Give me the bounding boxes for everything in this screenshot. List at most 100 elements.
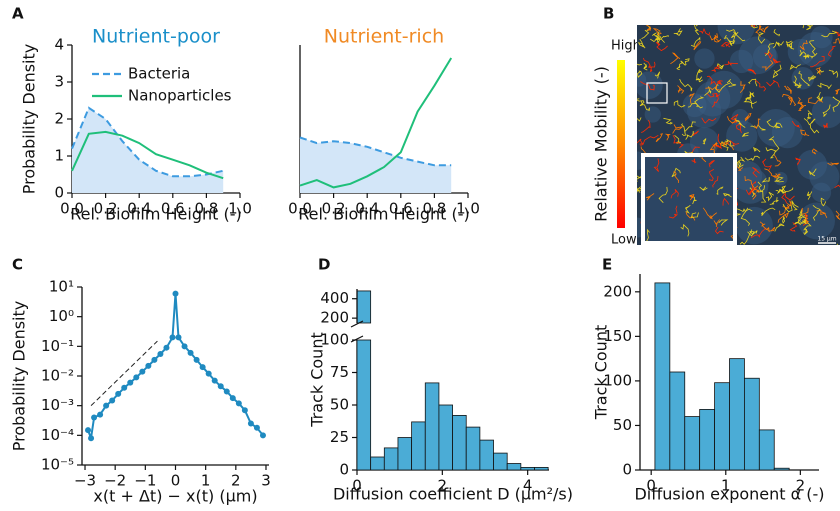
y-tick-label: 1 bbox=[54, 147, 64, 165]
y-tick-label: 10⁻⁵ bbox=[41, 456, 74, 474]
point bbox=[194, 357, 200, 363]
point bbox=[224, 389, 230, 395]
point bbox=[127, 380, 133, 386]
bar bbox=[759, 430, 774, 470]
cell-blob bbox=[694, 48, 714, 68]
y-tick-label: 3 bbox=[54, 73, 64, 91]
y-tick-label: 400 bbox=[320, 289, 349, 307]
point bbox=[176, 334, 182, 340]
y-tick-label: 0 bbox=[339, 461, 349, 479]
x-tick-label: 0.0 bbox=[288, 200, 312, 218]
y-tick-label: 100 bbox=[320, 331, 349, 349]
point bbox=[121, 385, 127, 391]
bar bbox=[670, 372, 685, 470]
y-axis-label: Probability Density bbox=[10, 301, 29, 452]
legend-label: Nanoparticles bbox=[128, 87, 232, 105]
cell-blob bbox=[645, 106, 661, 122]
x-tick-label: 1 bbox=[201, 472, 211, 490]
point bbox=[242, 407, 248, 413]
x-tick-label: 0.8 bbox=[194, 200, 218, 218]
bar bbox=[521, 467, 535, 470]
x-tick-label: 0 bbox=[646, 477, 656, 495]
legend-label: Bacteria bbox=[128, 65, 190, 83]
point bbox=[200, 364, 206, 370]
point bbox=[109, 397, 115, 403]
bar bbox=[655, 283, 670, 470]
bar bbox=[534, 467, 548, 470]
point bbox=[157, 351, 163, 357]
bar bbox=[480, 440, 494, 470]
x-tick-label: 0.4 bbox=[355, 200, 379, 218]
y-axis-label: Probability Density bbox=[20, 44, 39, 195]
x-tick-label: 1 bbox=[721, 477, 731, 495]
bar bbox=[685, 417, 700, 470]
point bbox=[218, 383, 224, 389]
x-tick-label: 2 bbox=[796, 477, 806, 495]
panel-letter: E bbox=[602, 256, 612, 274]
point bbox=[85, 427, 91, 433]
point bbox=[88, 435, 94, 441]
panel-letter: B bbox=[603, 5, 614, 23]
x-tick-label: 4 bbox=[523, 477, 533, 495]
bar bbox=[439, 405, 453, 470]
y-tick-label: 10⁻² bbox=[41, 367, 74, 385]
point bbox=[133, 374, 139, 380]
point bbox=[182, 343, 188, 349]
x-tick-label: 0 bbox=[171, 472, 181, 490]
point bbox=[173, 291, 179, 297]
x-tick-label: −2 bbox=[104, 472, 126, 490]
y-tick-label: 200 bbox=[603, 282, 632, 300]
bar bbox=[357, 340, 371, 470]
point bbox=[97, 412, 103, 418]
x-tick-label: 0 bbox=[352, 477, 362, 495]
y-tick-label: 50 bbox=[613, 416, 632, 434]
x-tick-label: −1 bbox=[134, 472, 156, 490]
x-tick-label: 0.4 bbox=[127, 200, 151, 218]
bar bbox=[453, 415, 467, 470]
y-tick-label: 10⁻¹ bbox=[41, 337, 74, 355]
y-tick-label: 200 bbox=[320, 309, 349, 327]
point bbox=[212, 378, 218, 384]
panel-letter: C bbox=[12, 256, 23, 274]
y-tick-label: 4 bbox=[54, 36, 64, 54]
bar bbox=[507, 464, 521, 471]
point bbox=[91, 414, 97, 420]
x-tick-label: 0.6 bbox=[389, 200, 413, 218]
y-tick-label: 150 bbox=[603, 327, 632, 345]
point bbox=[230, 395, 236, 401]
y-tick-label: 25 bbox=[330, 428, 349, 446]
cell-blob bbox=[772, 117, 803, 148]
y-tick-label: 0 bbox=[54, 184, 64, 202]
y-tick-label: 75 bbox=[330, 363, 349, 381]
cell-blob bbox=[718, 7, 756, 45]
x-tick-label: 1.0 bbox=[228, 200, 252, 218]
point bbox=[163, 345, 169, 351]
bar bbox=[371, 457, 385, 470]
y-tick-label: 10⁰ bbox=[49, 307, 74, 325]
x-tick-label: −3 bbox=[74, 472, 96, 490]
y-tick-label: 0 bbox=[622, 461, 632, 479]
colorbar bbox=[617, 60, 625, 228]
point bbox=[206, 371, 212, 377]
x-tick-label: 2 bbox=[231, 472, 241, 490]
panel-letter: A bbox=[12, 5, 24, 23]
bar-upper bbox=[357, 291, 371, 323]
point bbox=[260, 432, 266, 438]
inset-frame bbox=[643, 155, 735, 243]
cell-blob bbox=[797, 150, 827, 180]
cell-blob bbox=[736, 207, 773, 244]
y-tick-label: 50 bbox=[330, 396, 349, 414]
x-axis-label: Diffusion coefficient D (μm²/s) bbox=[333, 485, 573, 504]
colorbar-high: High bbox=[611, 39, 641, 54]
point bbox=[248, 421, 254, 427]
bar bbox=[412, 422, 426, 470]
area bbox=[300, 138, 451, 194]
bar bbox=[398, 438, 412, 471]
panel-letter: D bbox=[318, 256, 330, 274]
bar bbox=[466, 427, 480, 470]
x-tick-label: 2 bbox=[438, 477, 448, 495]
y-tick-label: 10⁻⁴ bbox=[41, 426, 74, 444]
point bbox=[254, 425, 260, 431]
x-tick-label: 1.0 bbox=[456, 200, 480, 218]
y-tick-label: 10¹ bbox=[49, 278, 74, 296]
